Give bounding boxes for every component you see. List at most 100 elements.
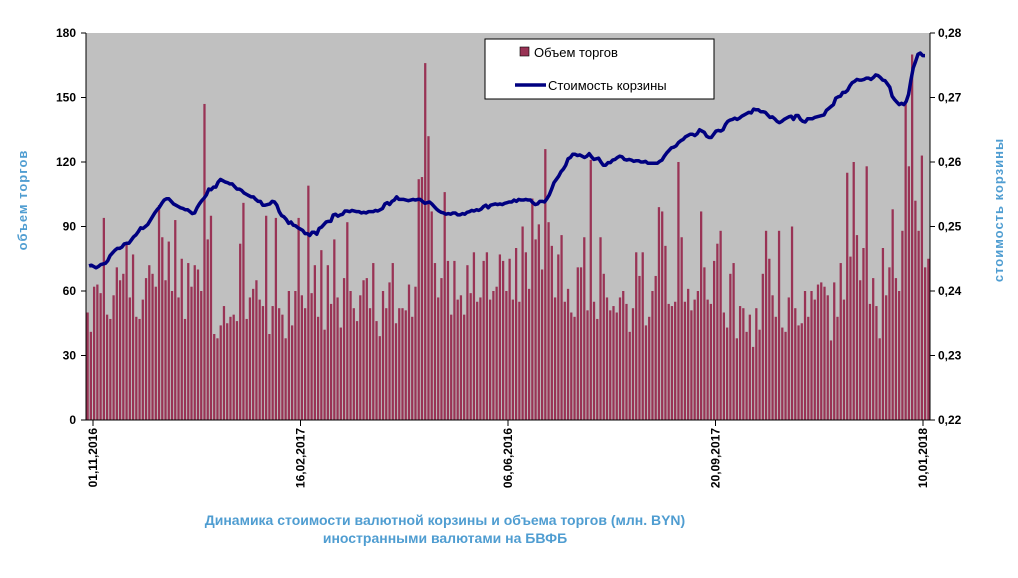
volume-bar bbox=[875, 306, 878, 420]
volume-bar bbox=[456, 299, 459, 420]
volume-bar bbox=[472, 252, 476, 420]
volume-bar bbox=[703, 267, 706, 420]
volume-bar bbox=[151, 273, 154, 420]
volume-bar bbox=[229, 316, 232, 420]
volume-bar bbox=[738, 306, 742, 420]
volume-bar bbox=[881, 248, 885, 420]
volume-bar bbox=[570, 312, 573, 420]
volume-bar bbox=[492, 291, 495, 420]
volume-bar bbox=[829, 340, 833, 420]
volume-bar bbox=[131, 254, 135, 420]
volume-bar bbox=[784, 331, 787, 420]
volume-bar bbox=[99, 293, 102, 420]
volume-bar bbox=[787, 297, 790, 420]
volume-bar bbox=[576, 267, 579, 420]
right-tick-label: 0,27 bbox=[938, 91, 962, 105]
volume-bar bbox=[904, 101, 907, 421]
volume-bar bbox=[839, 263, 842, 420]
volume-bar bbox=[729, 273, 732, 420]
volume-bar bbox=[326, 265, 329, 420]
volume-bar bbox=[157, 205, 161, 420]
volume-bar bbox=[586, 310, 589, 420]
volume-bar bbox=[248, 297, 252, 420]
volume-bar bbox=[891, 209, 894, 420]
volume-bar bbox=[605, 297, 609, 420]
volume-bar bbox=[725, 327, 729, 420]
volume-bar bbox=[320, 250, 323, 420]
volume-bar bbox=[602, 273, 605, 420]
volume-bar bbox=[898, 291, 901, 420]
volume-bar bbox=[164, 280, 167, 420]
volume-bar bbox=[430, 211, 433, 420]
volume-bar bbox=[300, 295, 303, 420]
volume-bar bbox=[226, 323, 229, 420]
volume-bar bbox=[385, 308, 388, 420]
volume-bar bbox=[534, 239, 537, 420]
volume-bar bbox=[745, 331, 748, 420]
volume-bar bbox=[544, 149, 547, 420]
volume-bar bbox=[836, 316, 839, 420]
volume-bar bbox=[790, 226, 794, 420]
volume-bar bbox=[628, 331, 631, 420]
volume-bar bbox=[450, 314, 453, 420]
volume-bar bbox=[923, 267, 927, 420]
volume-bar bbox=[807, 316, 810, 420]
volume-bar bbox=[719, 230, 722, 420]
left-tick-label: 30 bbox=[63, 349, 77, 363]
volume-bar bbox=[118, 280, 122, 420]
volume-bar bbox=[742, 308, 745, 420]
volume-bar bbox=[592, 301, 596, 420]
volume-bar bbox=[355, 321, 359, 420]
volume-bar bbox=[511, 299, 514, 420]
left-tick-label: 180 bbox=[56, 26, 76, 40]
volume-bar bbox=[622, 291, 625, 420]
volume-bar bbox=[651, 291, 654, 420]
volume-bar bbox=[768, 258, 771, 420]
volume-bar bbox=[644, 325, 648, 420]
volume-bar bbox=[920, 155, 924, 421]
volume-bar bbox=[800, 323, 803, 420]
volume-bar bbox=[748, 314, 751, 420]
volume-bar bbox=[135, 316, 138, 420]
volume-bar bbox=[589, 159, 592, 420]
volume-bar bbox=[888, 267, 891, 420]
volume-bar bbox=[177, 297, 180, 420]
left-tick-label: 120 bbox=[56, 155, 76, 169]
caption-line-2: иностранными валютами на БВФБ bbox=[322, 530, 568, 546]
volume-bar bbox=[823, 286, 826, 420]
volume-bar bbox=[323, 329, 326, 420]
volume-bar bbox=[170, 291, 174, 420]
volume-bar bbox=[878, 338, 881, 420]
volume-bar bbox=[161, 237, 164, 420]
legend-label-basket: Стоимость корзины bbox=[548, 78, 667, 93]
volume-bar bbox=[566, 288, 570, 420]
volume-bar bbox=[712, 260, 716, 420]
volume-bar bbox=[654, 275, 657, 420]
volume-bar bbox=[466, 265, 469, 420]
volume-bar bbox=[501, 260, 505, 420]
volume-bar bbox=[816, 284, 820, 420]
volume-bar bbox=[498, 254, 502, 420]
volume-bar bbox=[803, 291, 807, 420]
volume-bar bbox=[677, 162, 680, 420]
volume-bar bbox=[446, 260, 450, 420]
volume-bar bbox=[527, 288, 531, 420]
volume-bar bbox=[469, 293, 472, 420]
volume-bar bbox=[700, 211, 703, 420]
volume-bar bbox=[868, 303, 872, 420]
volume-bar bbox=[391, 263, 394, 420]
volume-bar bbox=[485, 252, 489, 420]
x-tick-label: 01,11,2016 bbox=[86, 428, 100, 488]
volume-bar bbox=[235, 321, 239, 420]
volume-bar bbox=[563, 301, 566, 420]
volume-bar bbox=[268, 334, 271, 420]
volume-bar bbox=[826, 295, 829, 420]
volume-bar bbox=[112, 295, 115, 420]
x-tick-label: 20,09,2017 bbox=[709, 428, 723, 488]
volume-bar bbox=[797, 325, 800, 420]
volume-bar bbox=[122, 273, 125, 420]
volume-bar bbox=[820, 282, 823, 420]
volume-bar bbox=[316, 316, 320, 420]
left-tick-label: 90 bbox=[63, 220, 77, 234]
volume-bar bbox=[635, 252, 638, 420]
